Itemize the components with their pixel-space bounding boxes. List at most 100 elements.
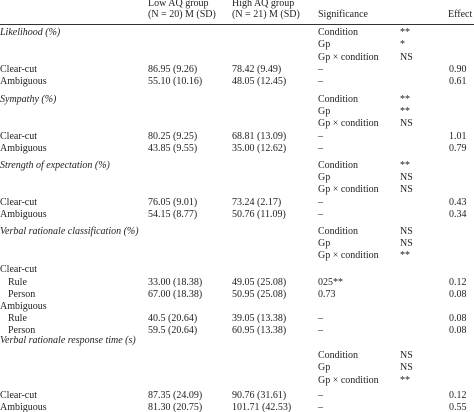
column-header: Low AQ group: [148, 0, 209, 9]
test-term: Gp × condition: [318, 118, 379, 129]
low-aq-value: 40.5 (20.64): [148, 313, 198, 324]
test-result: **: [400, 106, 410, 117]
row-label: Ambiguous: [0, 143, 47, 154]
test-term: Condition: [318, 94, 359, 105]
row-label: Person: [8, 289, 36, 300]
low-aq-value: 67.00 (18.38): [148, 289, 203, 300]
section-title: Verbal rationale classification (%): [0, 226, 139, 237]
test-result: NS: [400, 226, 413, 237]
test-result: NS: [400, 172, 413, 183]
high-aq-value: 60.95 (13.38): [232, 325, 287, 336]
test-term: Gp: [318, 362, 331, 373]
test-result: **: [400, 27, 410, 38]
low-aq-value: 80.25 (9.25): [148, 131, 198, 142]
column-header: High AQ group: [232, 0, 295, 9]
section-title: Likelihood (%): [0, 27, 61, 38]
significance-value: –: [318, 131, 323, 142]
row-label: Clear-cut: [0, 197, 38, 208]
high-aq-value: 90.76 (31.61): [232, 390, 287, 401]
test-term: Gp: [318, 238, 331, 249]
low-aq-value: 59.5 (20.64): [148, 325, 198, 336]
test-result: **: [400, 160, 410, 171]
high-aq-value: 39.05 (13.38): [232, 313, 287, 324]
test-term: Gp: [318, 106, 331, 117]
significance-value: 0.73: [318, 289, 336, 300]
effect-size: 0.08: [449, 313, 467, 324]
high-aq-value: 35.00 (12.62): [232, 143, 287, 154]
test-result: NS: [400, 362, 413, 373]
significance-value: 025**: [318, 277, 343, 288]
column-header: (N = 20) M (SD): [148, 9, 216, 20]
high-aq-value: 50.95 (25.08): [232, 289, 287, 300]
test-term: Gp × condition: [318, 250, 379, 261]
test-term: Gp × condition: [318, 52, 379, 63]
effect-size: 1.01: [449, 131, 467, 142]
low-aq-value: 33.00 (18.38): [148, 277, 203, 288]
test-term: Gp: [318, 172, 331, 183]
row-label: Clear-cut: [0, 64, 38, 75]
effect-size: 0.34: [449, 209, 467, 220]
low-aq-value: 81.30 (20.75): [148, 402, 203, 412]
test-term: Gp: [318, 39, 331, 50]
high-aq-value: 68.81 (13.09): [232, 131, 287, 142]
high-aq-value: 49.05 (25.08): [232, 277, 287, 288]
row-group-label: Ambiguous: [0, 301, 47, 312]
high-aq-value: 73.24 (2.17): [232, 197, 282, 208]
low-aq-value: 43.85 (9.55): [148, 143, 198, 154]
effect-size: 0.12: [449, 390, 467, 401]
header-rule: [0, 24, 474, 25]
test-result: **: [400, 375, 410, 386]
high-aq-value: 48.05 (12.45): [232, 76, 287, 87]
effect-size: 0.08: [449, 289, 467, 300]
test-result: NS: [400, 52, 413, 63]
effect-size: 0.90: [449, 64, 467, 75]
significance-value: –: [318, 402, 323, 412]
test-term: Gp × condition: [318, 375, 379, 386]
test-term: Condition: [318, 160, 359, 171]
effect-size: 0.79: [449, 143, 467, 154]
significance-value: –: [318, 325, 323, 336]
test-result: **: [400, 94, 410, 105]
test-result: NS: [400, 118, 413, 129]
significance-value: –: [318, 390, 323, 401]
column-header: Significance: [318, 9, 368, 20]
row-label: Clear-cut: [0, 131, 38, 142]
high-aq-value: 101.71 (42.53): [232, 402, 292, 412]
high-aq-value: 50.76 (11.09): [232, 209, 286, 220]
test-result: NS: [400, 238, 413, 249]
test-term: Gp × condition: [318, 184, 379, 195]
low-aq-value: 87.35 (24.09): [148, 390, 203, 401]
test-result: NS: [400, 350, 413, 361]
effect-size: 0.12: [449, 277, 467, 288]
test-term: Condition: [318, 27, 359, 38]
test-result: *: [400, 39, 405, 50]
significance-value: –: [318, 313, 323, 324]
section-title: Strength of expectation (%): [0, 160, 110, 171]
row-label: Ambiguous: [0, 209, 47, 220]
row-label: Rule: [8, 313, 27, 324]
row-label: Person: [8, 325, 36, 336]
effect-size: 0.55: [449, 402, 467, 412]
test-term: Condition: [318, 226, 359, 237]
effect-size: 0.43: [449, 197, 467, 208]
significance-value: –: [318, 64, 323, 75]
row-label: Rule: [8, 277, 27, 288]
significance-value: –: [318, 197, 323, 208]
row-label: Ambiguous: [0, 402, 47, 412]
row-group-label: Clear-cut: [0, 264, 38, 275]
significance-value: –: [318, 76, 323, 87]
section-title: Verbal rationale response time (s): [0, 335, 136, 346]
low-aq-value: 76.05 (9.01): [148, 197, 198, 208]
column-header: (N = 21) M (SD): [232, 9, 300, 20]
column-header: Effect Size: [448, 9, 474, 20]
effect-size: 0.61: [449, 76, 467, 87]
row-label: Ambiguous: [0, 76, 47, 87]
low-aq-value: 54.15 (8.77): [148, 209, 198, 220]
test-result: NS: [400, 184, 413, 195]
test-term: Condition: [318, 350, 359, 361]
section-title: Sympathy (%): [0, 94, 57, 105]
effect-size: 0.08: [449, 325, 467, 336]
significance-value: –: [318, 143, 323, 154]
high-aq-value: 78.42 (9.49): [232, 64, 282, 75]
